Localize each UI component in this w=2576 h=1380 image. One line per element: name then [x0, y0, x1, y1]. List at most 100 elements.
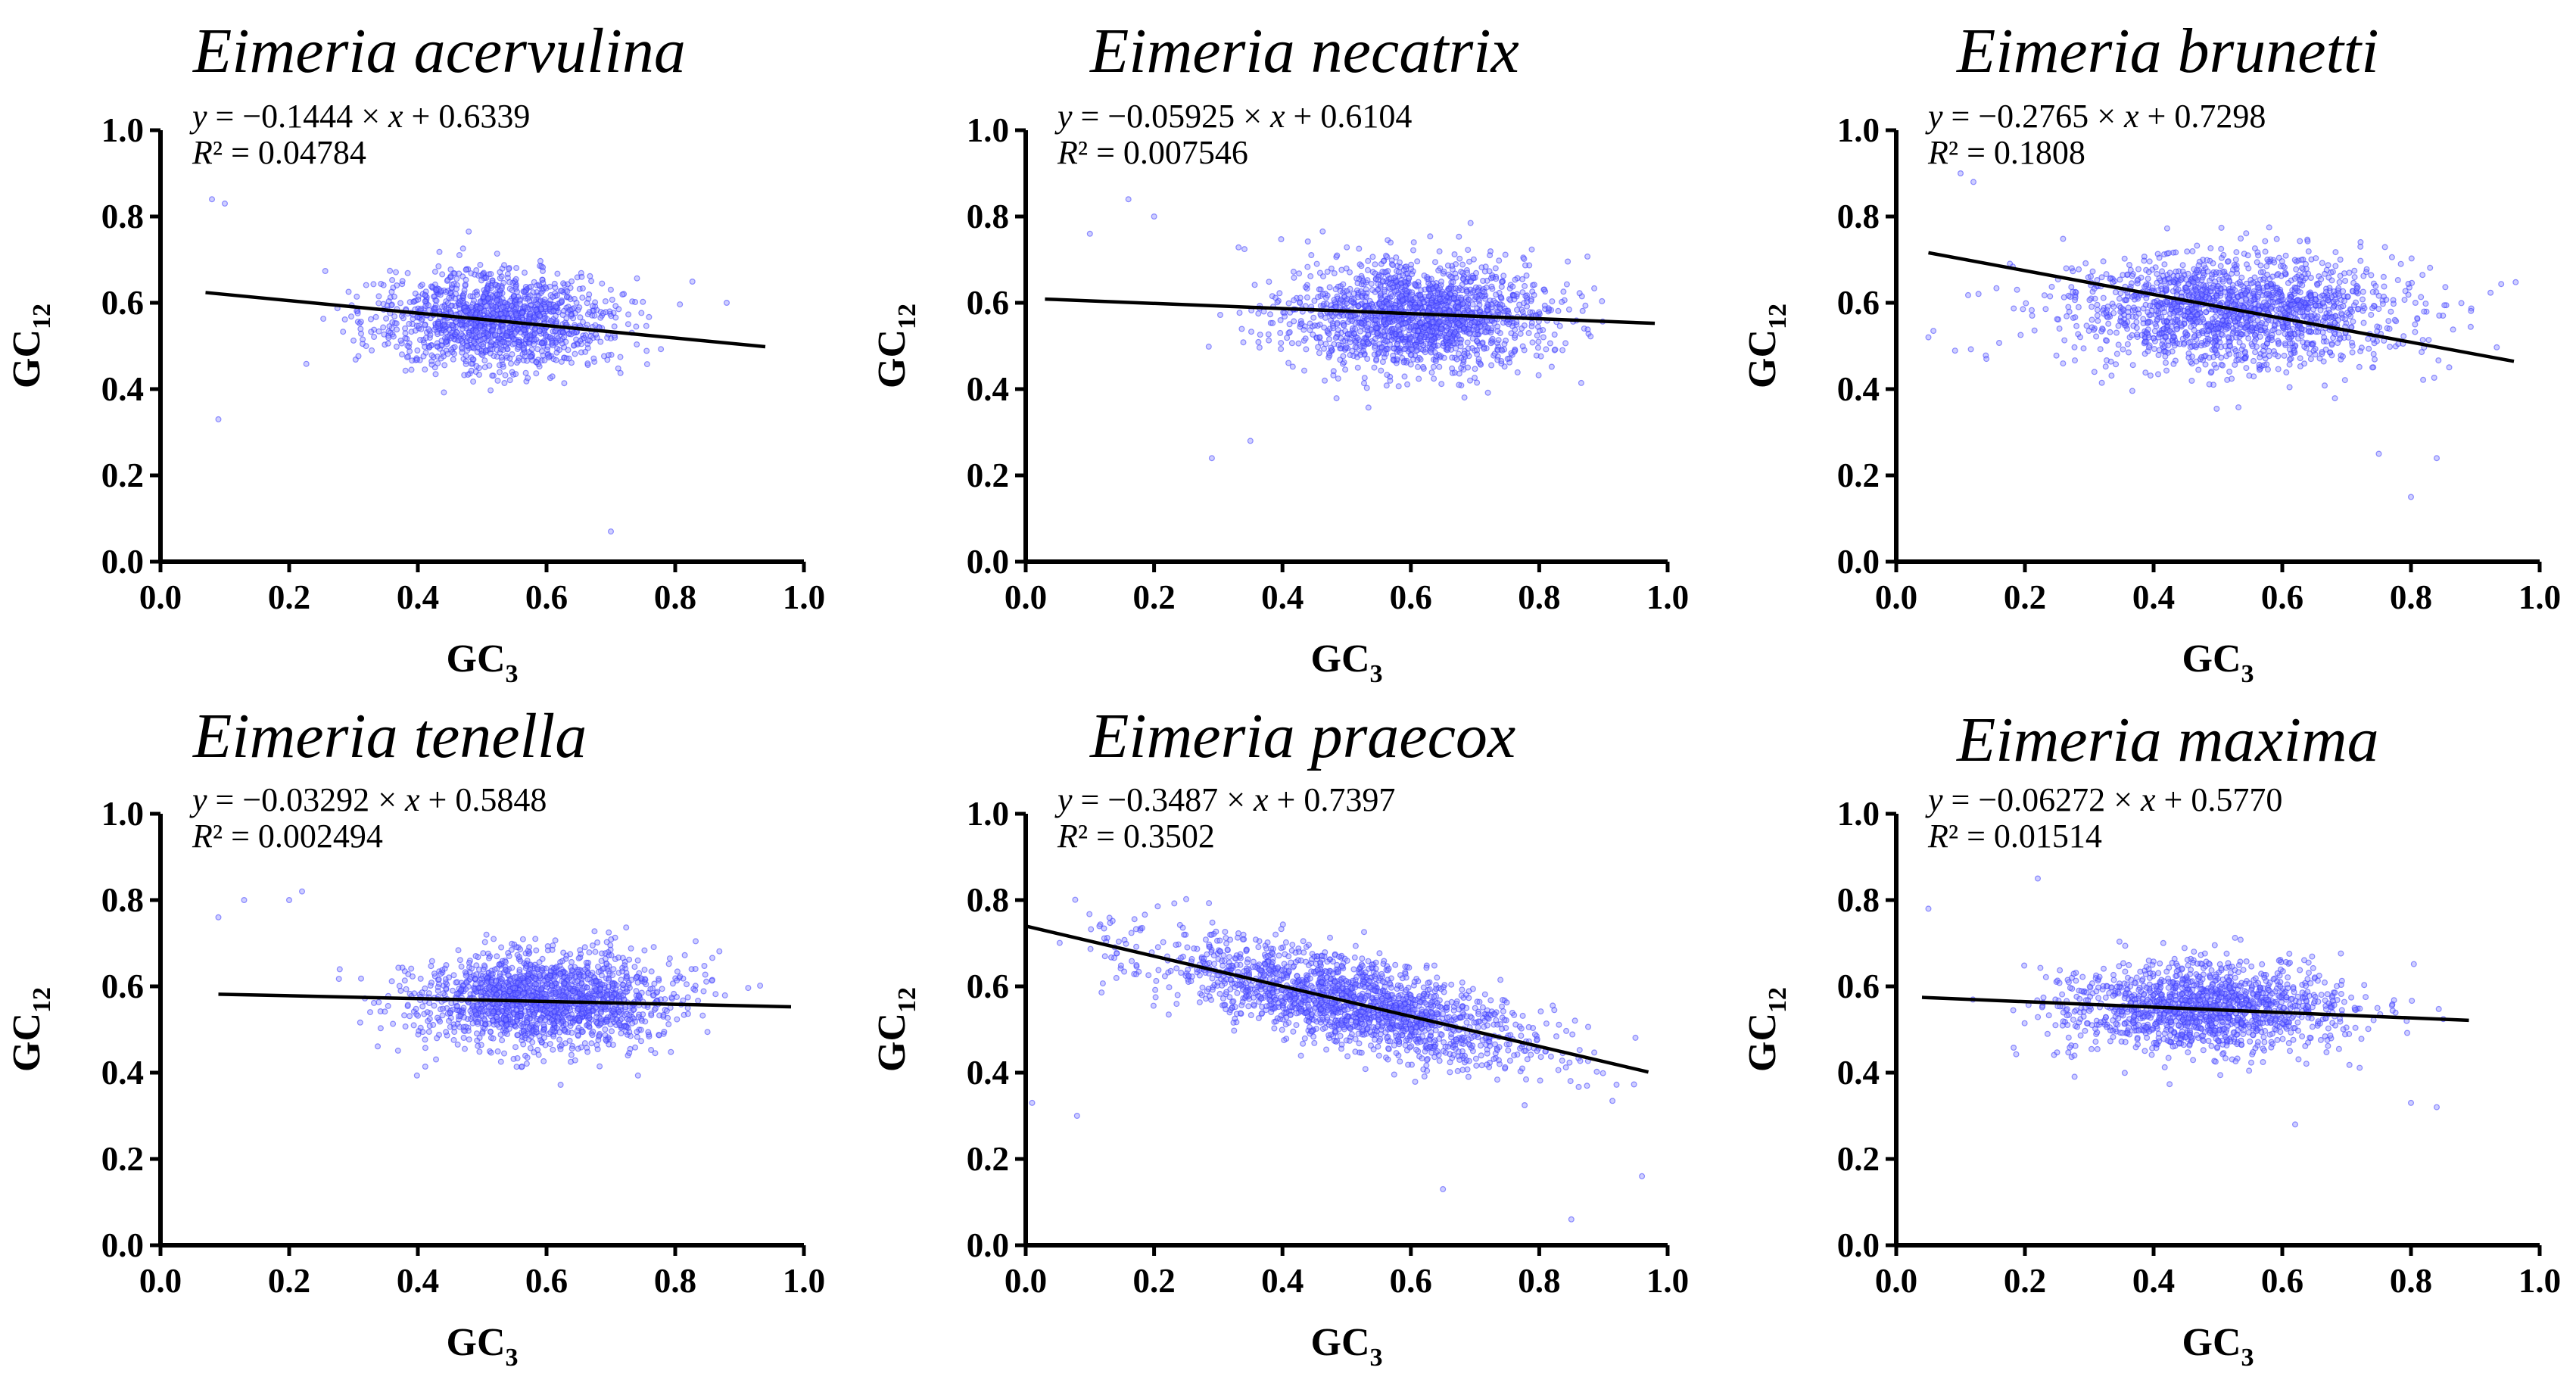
data-point: [533, 307, 540, 313]
data-point: [382, 341, 388, 348]
data-point: [2072, 357, 2079, 364]
data-point: [2145, 326, 2151, 333]
data-point: [1431, 259, 1438, 266]
data-point: [497, 346, 504, 353]
data-point: [2131, 304, 2138, 311]
data-point: [1455, 319, 1462, 326]
data-point: [2134, 277, 2141, 284]
data-point: [2076, 266, 2082, 273]
data-point: [2140, 316, 2147, 322]
data-point: [391, 313, 398, 319]
data-point: [1516, 301, 1523, 308]
data-point: [354, 310, 361, 316]
data-point: [602, 298, 609, 305]
data-point: [2203, 309, 2210, 316]
data-point: [2420, 376, 2427, 383]
data-point: [2275, 366, 2282, 372]
data-point: [1453, 285, 1459, 292]
x-tick-label: 0.4: [397, 578, 439, 616]
data-point: [500, 338, 506, 345]
data-point: [2209, 297, 2216, 304]
data-point: [399, 278, 406, 285]
data-point: [1397, 349, 1403, 356]
data-point: [2224, 300, 2231, 307]
data-point: [1308, 252, 1315, 259]
data-point: [1464, 339, 1471, 346]
data-point: [2386, 326, 2393, 332]
data-point: [2120, 346, 2126, 353]
data-point: [1477, 360, 1484, 367]
data-point: [1385, 301, 1392, 308]
data-point: [553, 349, 560, 356]
data-point: [2246, 372, 2253, 379]
data-point: [477, 299, 484, 306]
data-point: [521, 288, 528, 295]
y-tick-label: 0.4: [101, 370, 144, 408]
data-point: [640, 298, 646, 305]
data-point: [1319, 291, 1326, 297]
data-point: [433, 297, 440, 304]
data-point: [1375, 273, 1381, 280]
data-point: [1390, 357, 1397, 363]
data-point: [1393, 287, 1400, 294]
data-point: [1412, 282, 1419, 288]
data-point: [2095, 317, 2101, 324]
data-point: [2275, 320, 2282, 327]
data-point: [2391, 301, 2397, 307]
data-point: [487, 387, 494, 394]
data-point: [2261, 275, 2268, 282]
data-point: [2266, 224, 2272, 231]
data-point: [320, 316, 327, 322]
data-point: [498, 285, 505, 291]
data-point: [431, 268, 438, 275]
data-point: [1563, 281, 1570, 288]
data-point: [589, 303, 596, 310]
data-point: [571, 295, 578, 302]
data-point: [2151, 346, 2157, 353]
data-point: [2357, 243, 2364, 250]
data-point: [1487, 340, 1494, 347]
data-point: [1468, 278, 1475, 285]
data-point: [2163, 367, 2170, 374]
y-tick-label: 0.0: [1837, 543, 1880, 581]
data-point: [1456, 255, 1463, 262]
data-point: [2319, 349, 2325, 356]
data-point: [1291, 274, 1297, 281]
data-point: [2298, 325, 2305, 332]
data-point: [355, 353, 362, 360]
data-point: [497, 269, 503, 276]
data-point: [1525, 330, 1532, 337]
data-point: [572, 350, 578, 357]
data-point: [489, 372, 496, 379]
y-tick-label: 1.0: [101, 111, 144, 149]
data-point: [1388, 257, 1395, 264]
data-point: [406, 348, 413, 355]
data-point: [569, 306, 576, 313]
data-point: [617, 354, 624, 360]
data-point: [459, 245, 466, 252]
data-point: [1354, 364, 1361, 371]
data-point: [2361, 305, 2368, 312]
data-point: [494, 291, 500, 298]
data-point: [443, 288, 450, 295]
data-point: [1372, 261, 1378, 268]
data-point: [2218, 224, 2225, 231]
data-point: [453, 318, 459, 325]
data-point: [550, 294, 556, 301]
data-point: [549, 373, 556, 380]
data-point: [1511, 348, 1518, 355]
data-point: [584, 360, 591, 367]
data-point: [2233, 266, 2240, 273]
y-tick-label: 0.6: [1837, 284, 1880, 322]
data-point: [1366, 297, 1373, 304]
data-point: [1331, 297, 1338, 304]
data-point: [500, 262, 507, 269]
data-point: [2307, 313, 2314, 319]
data-point: [459, 349, 466, 356]
data-point: [360, 341, 366, 347]
data-point: [1482, 263, 1489, 270]
data-point: [1297, 294, 1304, 301]
x-tick-label: 0.6: [1390, 578, 1432, 616]
data-point: [1302, 284, 1309, 291]
data-point: [2186, 294, 2193, 301]
